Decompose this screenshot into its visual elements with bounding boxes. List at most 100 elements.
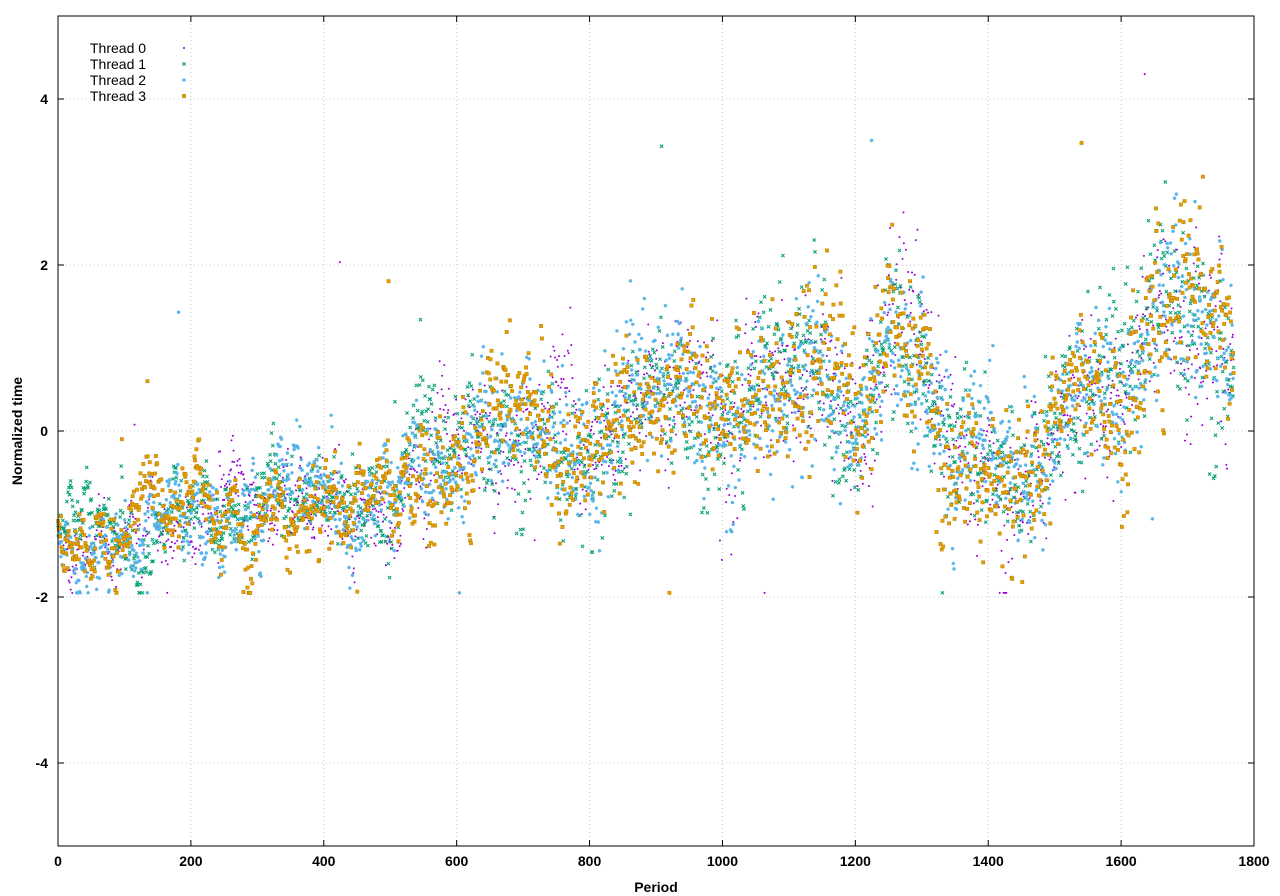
data-point <box>933 443 938 448</box>
data-point <box>825 327 829 332</box>
data-point <box>95 575 100 580</box>
data-point <box>584 401 589 406</box>
data-point <box>978 414 983 418</box>
data-point <box>878 320 883 325</box>
data-point <box>817 406 822 411</box>
data-point <box>286 447 289 450</box>
data-point <box>220 485 223 488</box>
data-point <box>220 548 225 553</box>
data-point <box>758 400 763 405</box>
data-point <box>480 425 484 429</box>
data-point <box>1011 476 1015 480</box>
data-point <box>525 426 529 430</box>
data-point <box>253 503 256 506</box>
data-point <box>586 485 591 490</box>
data-point <box>739 420 744 425</box>
data-point <box>481 414 486 418</box>
data-point <box>201 535 205 539</box>
data-point <box>1123 389 1128 394</box>
data-point <box>661 374 666 379</box>
data-point <box>1200 337 1203 340</box>
data-point <box>220 478 223 481</box>
data-point <box>976 472 981 477</box>
data-point <box>290 471 294 475</box>
data-point <box>492 489 497 493</box>
data-point <box>851 447 856 452</box>
data-point <box>997 480 1002 484</box>
data-point <box>1156 249 1159 252</box>
data-point <box>580 513 583 516</box>
data-point <box>241 488 246 493</box>
data-point <box>826 425 829 428</box>
data-point <box>1009 450 1013 454</box>
data-point <box>246 505 251 510</box>
data-point <box>1129 325 1134 330</box>
data-point <box>132 548 136 553</box>
data-point <box>723 457 726 460</box>
data-point <box>551 425 556 429</box>
data-point <box>481 471 484 474</box>
data-point <box>160 514 164 519</box>
data-point <box>989 458 994 462</box>
data-point <box>460 425 465 430</box>
data-point <box>94 533 99 538</box>
data-point <box>603 349 607 353</box>
data-point <box>218 464 221 467</box>
data-point <box>761 354 766 359</box>
data-point <box>690 400 695 404</box>
data-point <box>955 415 960 420</box>
data-point <box>603 419 606 422</box>
data-point <box>741 504 746 509</box>
data-point <box>587 512 592 516</box>
data-point <box>733 359 738 364</box>
data-point <box>909 429 914 434</box>
data-point <box>422 538 425 541</box>
data-point <box>262 475 267 480</box>
data-point <box>502 460 506 465</box>
data-point <box>262 471 267 476</box>
data-point <box>966 464 971 468</box>
data-point <box>443 475 448 480</box>
data-point <box>176 539 179 542</box>
data-point <box>593 475 597 480</box>
data-point <box>498 492 501 495</box>
data-point <box>366 493 371 498</box>
data-point <box>1099 370 1104 375</box>
data-point <box>833 397 837 402</box>
data-point <box>431 459 435 464</box>
data-point <box>261 538 266 543</box>
data-point <box>207 519 212 524</box>
data-point <box>944 368 949 373</box>
data-point <box>455 398 458 401</box>
data-point <box>77 578 81 583</box>
data-point <box>1032 411 1037 416</box>
data-point <box>679 404 682 407</box>
data-point <box>274 452 279 457</box>
data-point <box>95 529 98 532</box>
data-point <box>432 383 437 388</box>
data-point <box>1024 470 1027 473</box>
data-point <box>913 333 916 336</box>
data-point <box>613 400 617 404</box>
data-point <box>508 446 512 451</box>
data-point <box>196 516 201 521</box>
data-point <box>934 403 937 406</box>
data-point <box>1039 504 1043 509</box>
data-point <box>185 530 189 535</box>
data-point <box>819 332 823 337</box>
data-point <box>761 310 766 315</box>
data-point <box>853 404 857 408</box>
data-point <box>290 454 294 459</box>
data-point <box>615 444 620 449</box>
data-point <box>689 445 694 450</box>
data-point <box>579 438 583 443</box>
data-point <box>667 356 672 361</box>
data-point <box>854 437 858 441</box>
data-point <box>929 362 934 367</box>
data-point <box>468 432 472 437</box>
data-point <box>710 369 715 374</box>
data-point <box>133 560 137 565</box>
data-point <box>910 302 913 305</box>
data-point <box>434 427 438 432</box>
data-point <box>945 440 949 444</box>
